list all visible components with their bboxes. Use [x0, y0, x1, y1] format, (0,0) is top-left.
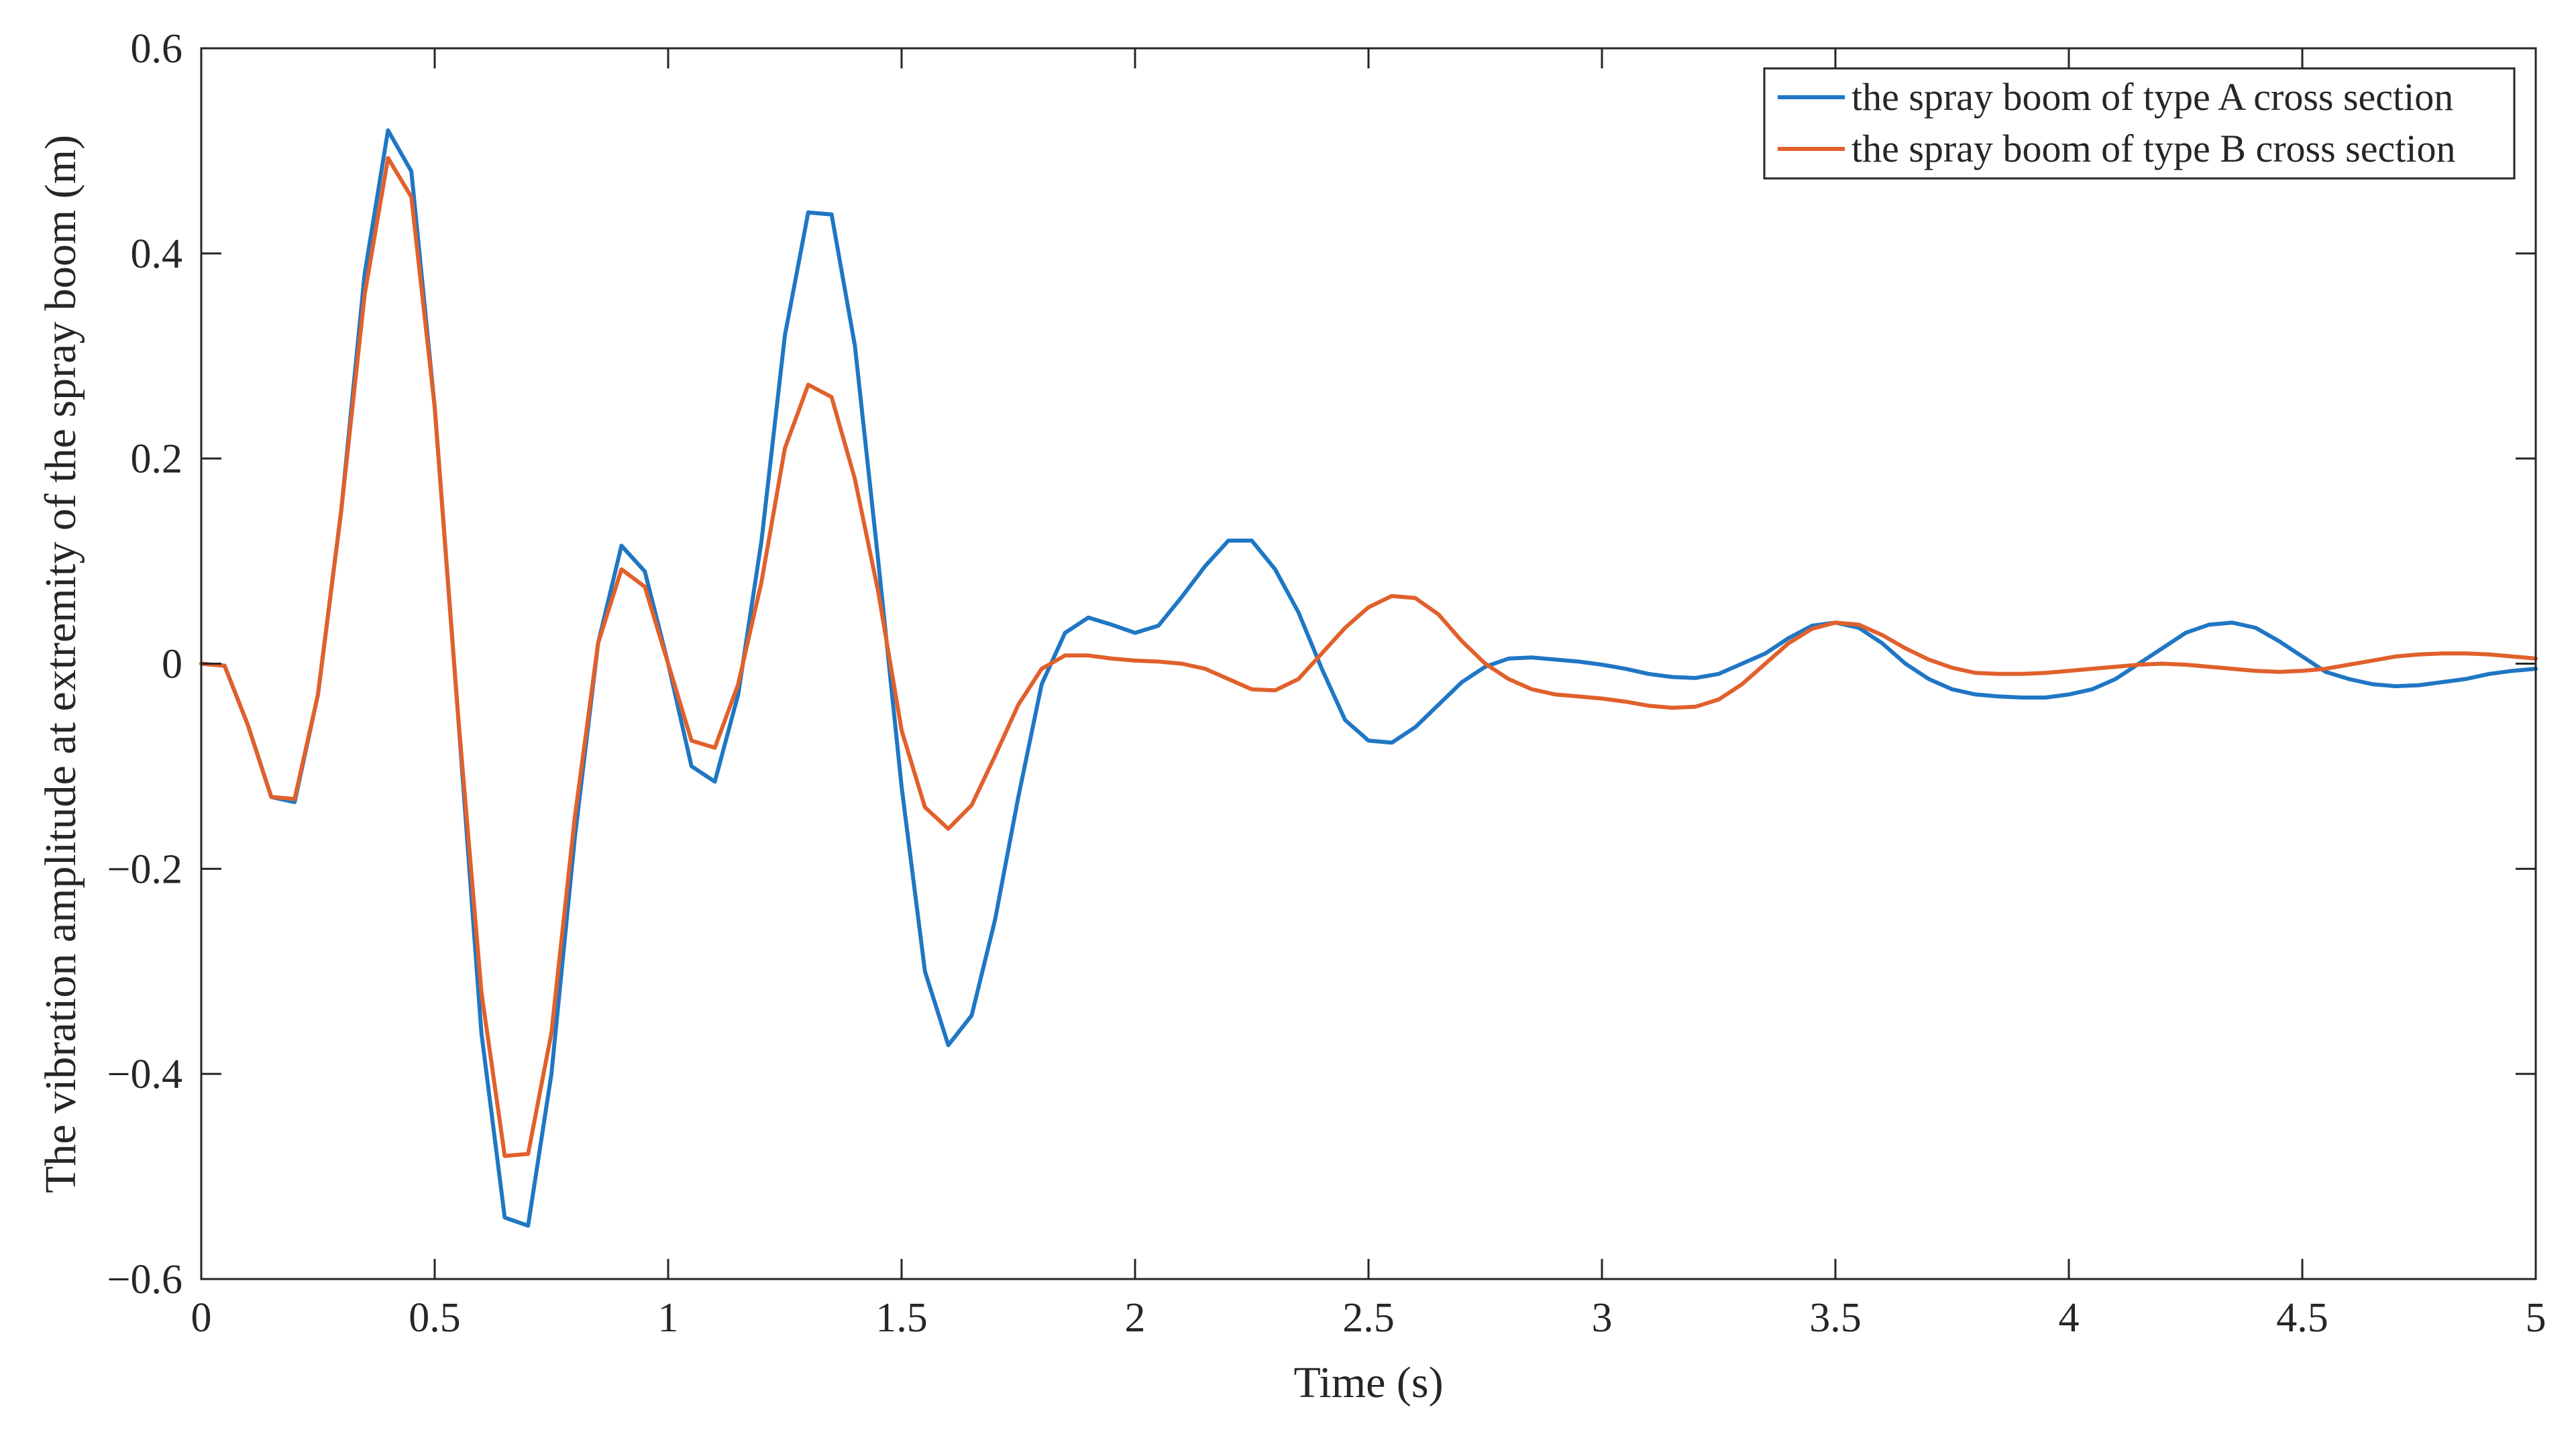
series-layer [199, 128, 2538, 1228]
tick-layer [200, 47, 2537, 1280]
legend-label-type-b: the spray boom of type B cross section [1851, 127, 2455, 170]
y-axis-label: The vibration amplitude at extremity of … [36, 135, 85, 1193]
x-tick-label: 2 [1125, 1295, 1146, 1341]
tick-label-layer: 0 0.5 1 1.5 2 2.5 3 3.5 4 4.5 5 −0.6 −0.4 −0.2 0 0.2 0.4… [107, 26, 2546, 1341]
y-tick-label: −0.6 [107, 1257, 182, 1303]
x-tick-label: 5 [2526, 1295, 2546, 1341]
y-tick-label: −0.4 [107, 1052, 182, 1097]
y-tick-label: 0.6 [131, 26, 183, 72]
series-line-type-b [199, 156, 2538, 1158]
y-tick-label: 0 [162, 642, 182, 687]
legend-box [1763, 67, 2516, 180]
x-tick-label: 3.5 [1809, 1295, 1862, 1341]
y-tick-label: −0.2 [107, 846, 182, 892]
x-axis-label: Time (s) [1293, 1358, 1443, 1407]
legend: the spray boom of type A cross section t… [1763, 67, 2516, 180]
x-tick-label: 1.5 [875, 1295, 928, 1341]
x-tick-label: 0 [191, 1295, 212, 1341]
y-tick-label: 0.4 [131, 231, 183, 277]
x-tick-label: 0.5 [409, 1295, 461, 1341]
legend-label-type-a: the spray boom of type A cross section [1851, 75, 2453, 119]
x-tick-label: 1 [658, 1295, 679, 1341]
x-tick-label: 4 [2059, 1295, 2080, 1341]
y-tick-label: 0.2 [131, 437, 183, 482]
x-tick-label: 3 [1592, 1295, 1613, 1341]
x-tick-label: 4.5 [2276, 1295, 2328, 1341]
x-tick-label: 2.5 [1342, 1295, 1395, 1341]
